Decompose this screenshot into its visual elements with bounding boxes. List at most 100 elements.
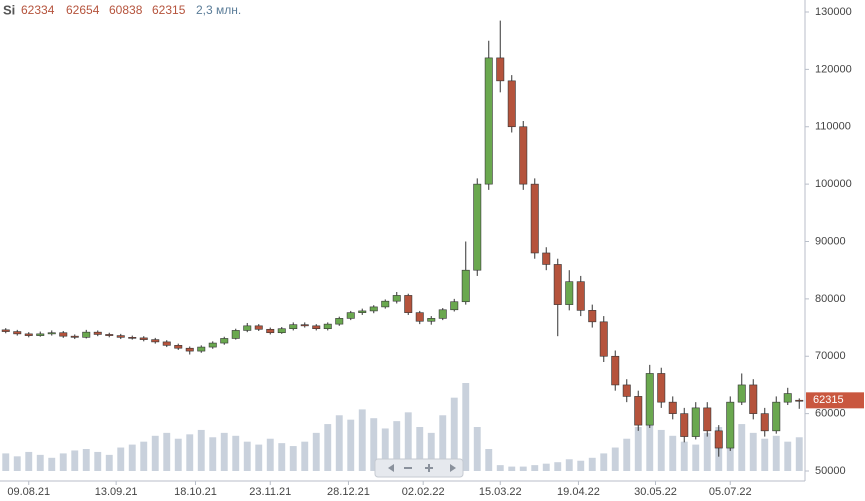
candle-body [599,321,608,357]
volume-bar [151,435,159,471]
nav-zoom-in[interactable] [425,464,433,472]
nav-control[interactable] [374,458,464,478]
volume-bar [48,457,56,471]
candle-body [185,347,194,352]
volume-bar [427,432,435,471]
volume-bar [209,437,217,471]
candle-body [473,183,482,271]
candle-body [760,413,769,432]
candle-body [530,183,539,254]
volume-bar [623,438,631,471]
last-price-tag [806,392,864,409]
candle-body [726,401,735,449]
candle-body [381,300,390,308]
x-tick-label: 02.02.22 [402,486,445,498]
volume-bar [588,457,596,471]
volume-bar [289,446,297,471]
candle-body [162,341,171,346]
symbol: Si [3,2,15,17]
volume-bar [243,441,251,471]
candle-body [737,384,746,403]
y-tick-label: 130000 [815,6,852,18]
candle-body [680,413,689,437]
volume-bar [611,447,619,471]
volume-bar [565,459,573,471]
volume-bar [266,438,274,471]
volume-bar [692,444,700,471]
candle-body [749,384,758,414]
candle-body [369,306,378,312]
volume-bar [738,424,746,471]
volume-bar [186,434,194,471]
volume-bar [496,465,504,471]
candle-body [36,333,45,336]
candle-body [404,295,413,313]
candle-body [645,373,654,426]
volume-bar [473,427,481,471]
candle-body [1,329,10,332]
volume-bar [669,435,677,471]
low-value: 60838 [109,3,143,17]
x-tick-label: 30.05.22 [634,486,677,498]
nav-left[interactable] [388,464,394,472]
volume-bar [301,441,309,471]
candle-body [611,355,620,386]
candle-body [484,57,493,185]
candle-body [346,312,355,319]
volume-bar [358,409,366,471]
volume-bar [2,453,10,471]
candle-body [588,310,597,323]
volume-bar [324,424,332,471]
x-tick-label: 05.07.22 [709,486,752,498]
nav-right[interactable] [450,464,456,472]
candle-body [105,334,114,336]
y-tick-label: 90000 [815,235,846,247]
nav-box [374,458,464,478]
volume-bar [255,444,263,471]
candle-body [139,337,148,340]
volume-bar [347,419,355,471]
volume-bar [554,462,562,471]
volume-bar [657,429,665,471]
last-price-label: 62315 [813,394,844,406]
volume-bar [749,432,757,471]
volume-bar [531,465,539,471]
volume-bar [381,428,389,471]
x-tick-label: 15.03.22 [479,486,522,498]
candle-body [82,331,91,338]
candle-body [795,399,804,402]
candle-body [461,269,470,303]
candle-body [312,325,321,330]
candle-layer [1,20,804,457]
volume-bar [393,421,401,471]
volume-bar [140,441,148,471]
candle-body [507,80,516,128]
high-value: 62654 [66,3,100,17]
volume-bar [404,412,412,471]
candle-body [300,324,309,327]
volume-layer [2,383,803,471]
volume-bar [59,453,67,471]
open-value: 62334 [21,3,55,17]
candle-body [70,335,79,338]
candle-body [438,309,447,319]
volume-bar [197,429,205,471]
candle-body [772,401,781,432]
volume-bar [680,441,688,471]
y-tick-label: 80000 [815,293,846,305]
candle-body [59,332,68,337]
candle-body [323,323,332,330]
candle-body [174,345,183,349]
candle-body [657,373,666,403]
volume-bar [462,383,470,471]
candle-body [358,310,367,313]
candle-body [668,401,677,414]
y-tick-label: 100000 [815,178,852,190]
header: Si 62334 62654 60838 62315 2,3 млн. [3,2,241,17]
volume-bar [335,415,343,471]
y-tick-label: 110000 [815,121,851,133]
candle-body [220,338,229,344]
candle-body [277,328,286,334]
